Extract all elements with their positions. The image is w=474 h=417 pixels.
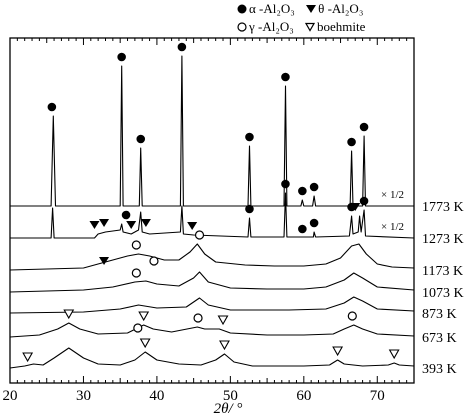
open-circle-marker <box>347 311 357 321</box>
x-tick-label: 20 <box>3 388 18 404</box>
series-line <box>10 192 415 239</box>
legend-row-1: α -Al₂O₃ θ -Al₂O₃ <box>235 0 471 18</box>
legend-label-boehmite: boehmite <box>317 19 366 34</box>
x-axis-ticks: 20 30 40 50 60 70 <box>3 38 415 404</box>
filled-circle-marker <box>245 132 254 142</box>
filled-circle-marker <box>47 102 57 112</box>
series-line <box>9 347 415 369</box>
filled-circle-marker <box>347 202 356 212</box>
open-triangle-marker <box>138 311 150 322</box>
filled-triangle-marker <box>99 257 110 265</box>
legend-item-boehmite: boehmite <box>303 18 365 36</box>
filled-circle-marker <box>309 218 319 228</box>
open-triangle-marker <box>219 340 230 351</box>
series-label: 393 K <box>422 362 457 377</box>
filled-triangle-down-icon <box>304 0 318 18</box>
legend-item-gamma: γ -Al₂O₃ <box>235 18 294 36</box>
open-circle-marker <box>149 256 159 266</box>
legend-item-theta: θ -Al₂O₃ <box>304 0 363 18</box>
legend-label-alpha: α -Al₂O₃ <box>249 1 295 16</box>
series-line <box>9 271 415 293</box>
filled-circle-marker <box>281 179 290 189</box>
filled-circle-marker <box>177 42 187 52</box>
open-triangle-marker <box>332 346 344 357</box>
series-layer <box>9 55 415 369</box>
series-line <box>9 322 415 338</box>
plot-border <box>9 37 415 384</box>
x-axis-label: 2θ/ ° <box>214 401 243 417</box>
filled-triangle-marker <box>99 219 110 227</box>
open-circle-marker <box>194 230 205 240</box>
series-label: 1773 K <box>422 200 464 215</box>
series-line <box>9 243 415 271</box>
filled-triangle-marker <box>140 219 151 227</box>
open-triangle-marker <box>139 338 151 349</box>
open-triangle-marker <box>388 349 400 360</box>
filled-circle-marker <box>347 137 356 147</box>
filled-triangle-marker <box>187 222 198 230</box>
series-label: 673 K <box>422 331 457 346</box>
x-tick-label: 30 <box>76 388 91 404</box>
plot-frame <box>9 37 415 384</box>
series-label: 1073 K <box>422 286 464 301</box>
filled-triangle-marker <box>89 221 100 229</box>
open-triangle-marker <box>63 309 75 320</box>
filled-circle-marker <box>298 186 307 196</box>
legend-row-2: γ -Al₂O₃ boehmite <box>235 18 471 36</box>
series-label: 1173 K <box>422 264 463 279</box>
filled-circle-marker <box>309 182 319 192</box>
filled-triangle-marker <box>126 221 137 229</box>
filled-circle-marker <box>117 52 126 62</box>
scale-note: × 1/2 <box>381 189 404 201</box>
legend-item-alpha: α -Al₂O₃ <box>235 0 295 18</box>
filled-circle-marker <box>281 72 290 82</box>
filled-circle-marker <box>121 210 131 220</box>
legend-label-theta: θ -Al₂O₃ <box>318 1 364 16</box>
open-triangle-marker <box>217 315 229 326</box>
scale-note: × 1/2 <box>381 221 404 233</box>
filled-circle-marker <box>136 134 146 144</box>
series-label: 1273 K <box>422 232 464 247</box>
series-labels: 1773 K × 1/2 1273 K × 1/2 1173 K 1073 K 873 K 6… <box>381 189 464 377</box>
x-tick-label: 50 <box>223 388 238 404</box>
marker-layer <box>22 42 400 363</box>
x-tick-label: 40 <box>149 388 164 404</box>
open-circle-marker <box>133 323 143 333</box>
open-triangle-marker <box>22 352 34 363</box>
x-tick-label: 70 <box>370 388 385 404</box>
filled-circle-marker <box>245 204 254 214</box>
filled-circle-icon <box>235 0 249 18</box>
series-line <box>9 296 415 314</box>
filled-circle-marker <box>359 196 369 206</box>
filled-circle-marker <box>359 122 369 132</box>
series-label: 873 K <box>422 307 457 322</box>
open-circle-marker <box>193 313 203 323</box>
legend-label-gamma: γ -Al₂O₃ <box>249 19 294 34</box>
open-circle-marker <box>131 240 141 250</box>
open-circle-marker <box>131 268 141 278</box>
legend: α -Al₂O₃ θ -Al₂O₃ γ -Al₂O₃ boehmite <box>235 0 471 40</box>
open-triangle-down-icon <box>303 18 317 36</box>
open-circle-icon <box>235 18 249 36</box>
series-line <box>10 55 414 207</box>
x-tick-label: 60 <box>296 388 311 404</box>
filled-circle-marker <box>298 224 307 234</box>
